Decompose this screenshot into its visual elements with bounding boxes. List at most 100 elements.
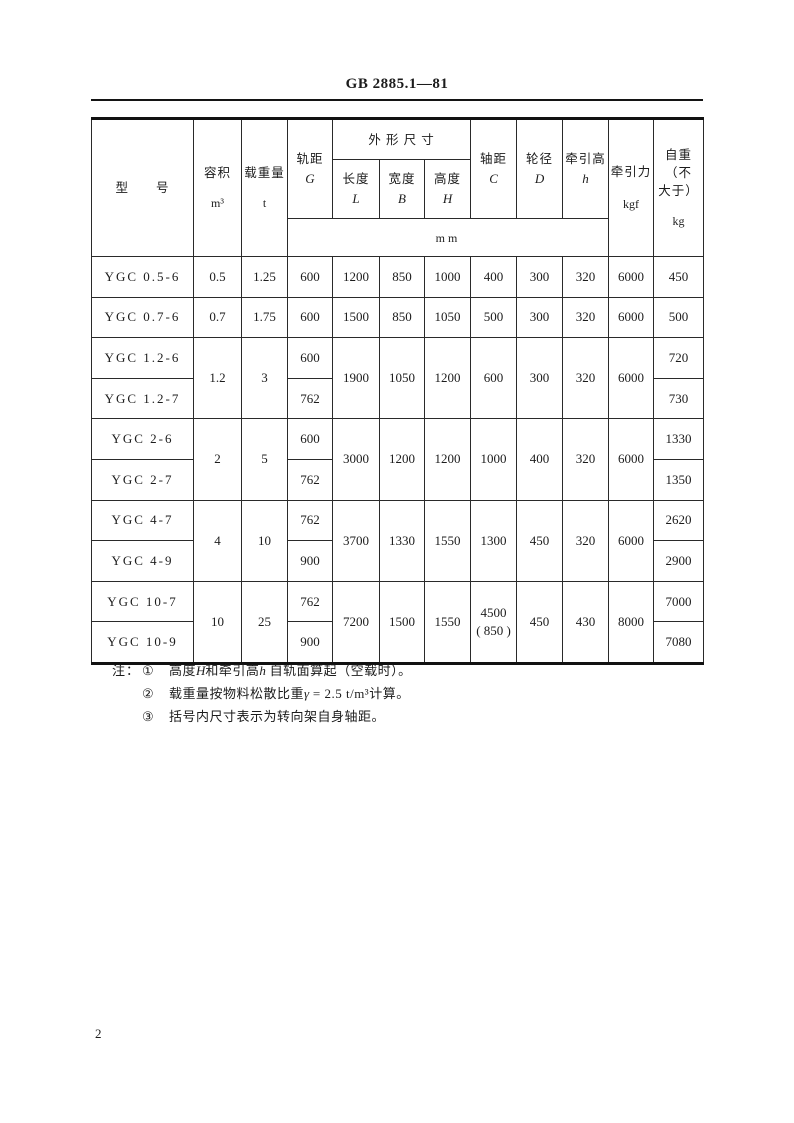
spec-table: 型 号 容积 m³ 载重量 t 轨距 G 外 形 尺 寸 bbox=[91, 117, 705, 665]
cell-model: YGC 10-7 bbox=[91, 580, 194, 623]
cell-gauge: 762 bbox=[287, 377, 333, 420]
gauge-label: 轨距 bbox=[296, 152, 324, 166]
symbol-H: H bbox=[196, 663, 206, 678]
footnote-1: 注： ① 高度H和牵引高h 自轨面算起（空载时）。 bbox=[112, 663, 412, 679]
cell-load: 25 bbox=[241, 580, 288, 664]
traction-height-symbol: h bbox=[582, 171, 589, 186]
wheelbase-label: 轴距 bbox=[480, 152, 508, 166]
cell-volume: 4 bbox=[193, 499, 242, 582]
gauge-symbol: G bbox=[305, 171, 315, 186]
cell-weight: 720 bbox=[653, 337, 705, 379]
cell-weight: 1350 bbox=[653, 458, 705, 501]
col-header-model: 型 号 bbox=[91, 118, 194, 257]
self-weight-label: 自重 （不 大于） bbox=[658, 148, 699, 198]
traction-force-label: 牵引力 bbox=[610, 165, 652, 179]
width-label: 宽度 bbox=[388, 172, 416, 186]
traction-force-unit: kgf bbox=[623, 197, 640, 211]
col-header-width: 宽度 B bbox=[379, 159, 425, 219]
height-symbol: H bbox=[442, 191, 453, 206]
cell-width: 1050 bbox=[379, 337, 425, 420]
cell-model: YGC 10-9 bbox=[91, 621, 194, 664]
cell-model: YGC 4-7 bbox=[91, 499, 194, 542]
footnote-2-text: 载重量按物料松散比重γ = 2.5 t/m³计算。 bbox=[169, 686, 410, 701]
cell-traction-force: 8000 bbox=[608, 580, 655, 664]
wheelbase-symbol: C bbox=[489, 171, 498, 186]
self-weight-unit: kg bbox=[672, 214, 685, 228]
col-header-gauge: 轨距 G bbox=[287, 118, 333, 219]
cell-load: 3 bbox=[241, 337, 288, 420]
cell-volume: 10 bbox=[193, 580, 242, 664]
page-number: 2 bbox=[95, 1026, 102, 1041]
cell-height: 1050 bbox=[423, 296, 472, 339]
footnotes: 注： ① 高度H和牵引高h 自轨面算起（空载时）。 ② 载重量按物料松散比重γ … bbox=[112, 663, 412, 732]
height-label: 高度 bbox=[434, 172, 462, 186]
footnote-2-number: ② bbox=[142, 686, 154, 701]
cell-traction-force: 6000 bbox=[608, 499, 655, 582]
cell-weight: 2900 bbox=[653, 540, 705, 582]
cell-model: YGC 2-7 bbox=[91, 458, 194, 501]
cell-weight: 450 bbox=[653, 256, 705, 298]
cell-model: YGC 2-6 bbox=[91, 418, 194, 460]
cell-wheel-diameter: 300 bbox=[516, 296, 564, 339]
cell-traction-force: 6000 bbox=[608, 256, 655, 298]
table-row: YGC 10-9 900 7080 bbox=[91, 621, 705, 664]
footnote-prefix-spacer bbox=[112, 709, 142, 725]
col-header-dimensions-group: 外 形 尺 寸 bbox=[331, 118, 472, 160]
footnote-prefix: 注： bbox=[112, 663, 141, 678]
footnote-3: ③ 括号内尺寸表示为转向架自身轴距。 bbox=[112, 709, 412, 725]
cell-gauge: 762 bbox=[287, 580, 333, 623]
title-rule bbox=[91, 99, 703, 101]
cell-load: 10 bbox=[241, 499, 288, 582]
wheel-diameter-label: 轮径 bbox=[526, 152, 554, 166]
cell-length: 1200 bbox=[332, 256, 380, 298]
table-row: YGC 1.2-6 1.2 3 600 1900 1050 1200 600 3… bbox=[91, 337, 705, 420]
cell-gauge: 762 bbox=[287, 458, 333, 501]
cell-weight: 500 bbox=[653, 296, 705, 339]
cell-wheelbase: 600 bbox=[470, 337, 518, 420]
col-header-self-weight: 自重 （不 大于） kg bbox=[653, 118, 705, 257]
col-header-load: 载重量 t bbox=[241, 118, 288, 257]
cell-wheel-diameter: 300 bbox=[516, 256, 564, 298]
cell-gauge: 600 bbox=[287, 256, 333, 298]
cell-volume: 0.7 bbox=[193, 296, 242, 339]
table-row: YGC 2-6 2 5 600 3000 1200 1200 1000 400 … bbox=[91, 418, 705, 501]
cell-gauge: 600 bbox=[287, 418, 333, 460]
footnote-1-text: 高度H和牵引高h 自轨面算起（空载时）。 bbox=[169, 663, 412, 678]
cell-load: 1.75 bbox=[241, 296, 288, 339]
footnote-3-text: 括号内尺寸表示为转向架自身轴距。 bbox=[169, 709, 386, 724]
width-symbol: B bbox=[398, 191, 406, 206]
col-header-length: 长度 L bbox=[332, 159, 380, 219]
cell-wheelbase: 4500 ( 850 ) bbox=[470, 580, 518, 664]
volume-unit: m³ bbox=[211, 196, 224, 210]
cell-gauge: 600 bbox=[287, 296, 333, 339]
cell-wheel-diameter: 450 bbox=[516, 499, 564, 582]
cell-wheel-diameter: 400 bbox=[516, 418, 564, 501]
table-row: YGC 0.5-6 0.5 1.25 600 1200 850 1000 400… bbox=[91, 256, 705, 298]
header-row-1: 型 号 容积 m³ 载重量 t 轨距 G 外 形 尺 寸 bbox=[91, 118, 705, 257]
length-symbol: L bbox=[352, 191, 360, 206]
cell-traction-force: 6000 bbox=[608, 337, 655, 420]
load-unit: t bbox=[262, 196, 267, 210]
cell-height: 1200 bbox=[423, 418, 472, 501]
header-row-mm: mm bbox=[92, 218, 704, 257]
table-row: YGC 1.2-7 762 730 bbox=[91, 377, 705, 420]
mm-unit-cell: mm bbox=[286, 218, 610, 257]
col-header-height: 高度 H bbox=[423, 159, 472, 219]
col-header-volume: 容积 m³ bbox=[193, 118, 242, 257]
col-header-traction-height: 牵引高 h bbox=[562, 118, 610, 219]
col-header-traction-force: 牵引力 kgf bbox=[608, 118, 655, 257]
symbol-gamma: γ bbox=[304, 686, 310, 701]
cell-gauge: 600 bbox=[287, 337, 333, 379]
cell-load: 1.25 bbox=[241, 256, 288, 298]
cell-model: YGC 1.2-6 bbox=[91, 337, 194, 379]
cell-traction-height: 320 bbox=[562, 256, 610, 298]
volume-label: 容积 bbox=[203, 166, 231, 180]
cell-volume: 1.2 bbox=[193, 337, 242, 420]
cell-traction-force: 6000 bbox=[608, 418, 655, 501]
cell-width: 850 bbox=[379, 256, 425, 298]
cell-length: 3700 bbox=[332, 499, 380, 582]
load-label: 载重量 bbox=[244, 166, 285, 180]
cell-weight: 7000 bbox=[653, 580, 705, 623]
cell-weight: 1330 bbox=[653, 418, 705, 460]
cell-model: YGC 1.2-7 bbox=[91, 377, 194, 420]
